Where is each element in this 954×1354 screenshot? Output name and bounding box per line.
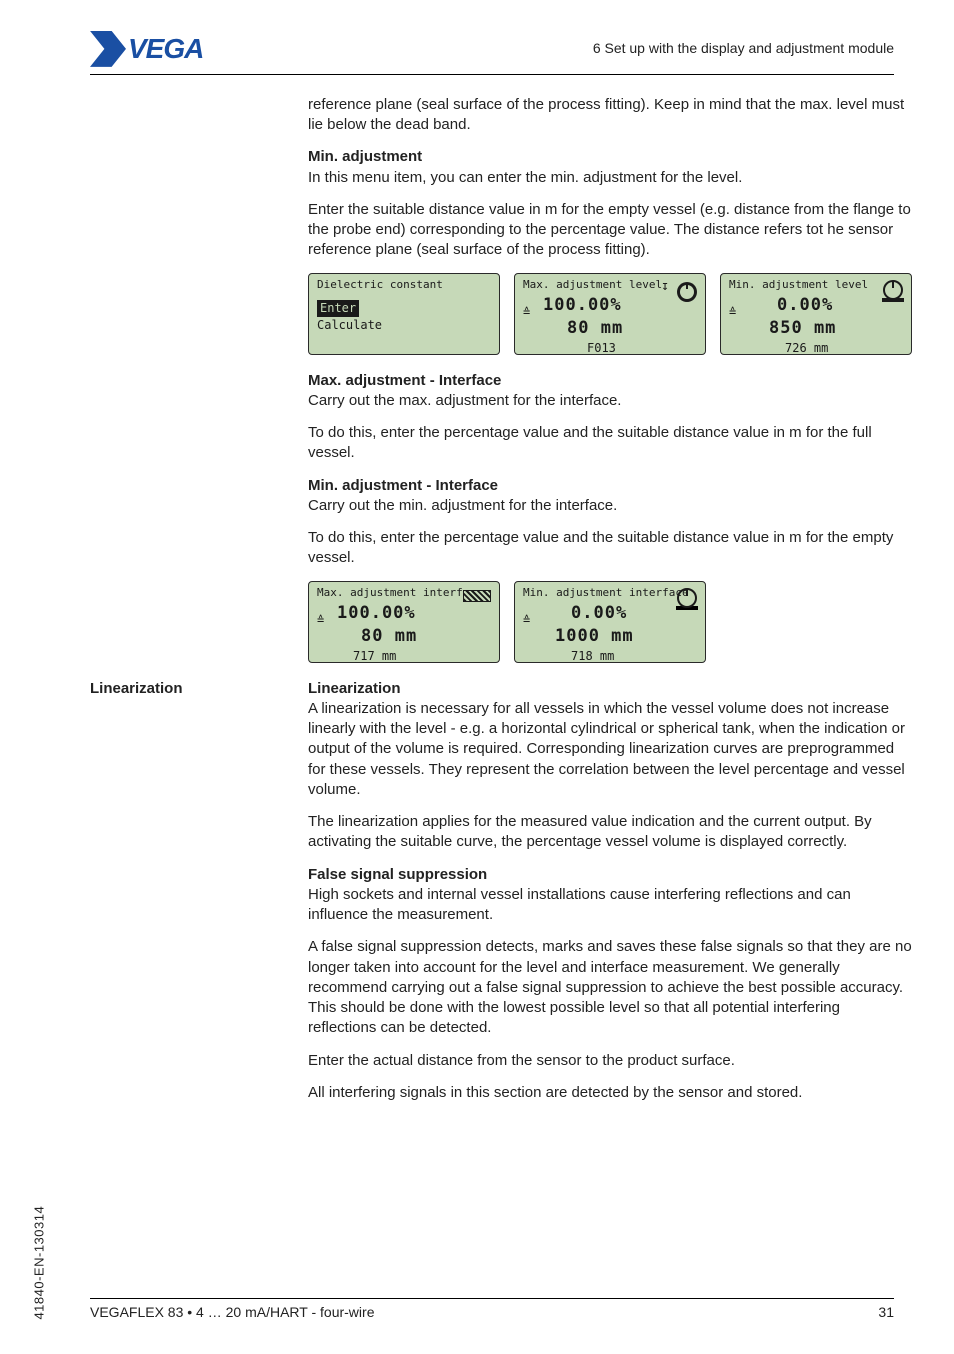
lcd-mm: 1000 mm (523, 625, 697, 648)
min-adj-p1: In this menu item, you can enter the min… (308, 168, 912, 188)
lcd-pct: 0.00% (729, 294, 903, 317)
logo: VEGA (90, 30, 203, 68)
lcd-min-level: Min. adjustment level ≙ 0.00% 850 mm 726… (720, 273, 912, 355)
approx-icon: ≙ (317, 612, 324, 628)
approx-icon: ≙ (729, 304, 736, 320)
page: VEGA 6 Set up with the display and adjus… (0, 0, 954, 1354)
knob-icon (675, 280, 699, 304)
max-if-head: Max. adjustment - Interface (308, 371, 912, 391)
min-if-head: Min. adjustment - Interface (308, 476, 912, 496)
lcd-enter: Enter (317, 300, 359, 316)
false-sig-p4: All interfering signals in this section … (308, 1083, 912, 1103)
content-grid: reference plane (seal surface of the pro… (90, 95, 894, 1115)
footer-left: VEGAFLEX 83 • 4 … 20 mA/HART - four-wire (90, 1303, 374, 1322)
min-if-p2: To do this, enter the percentage value a… (308, 528, 912, 569)
lcd-mm: 80 mm (523, 317, 697, 340)
doc-id-vertical: 41840-EN-130314 (30, 1206, 48, 1320)
knob-icon (881, 280, 905, 304)
logo-chevron-icon (90, 31, 126, 67)
linearization-p2: The linearization applies for the measur… (308, 812, 912, 853)
lcd-pct: 100.00% (523, 294, 697, 317)
lcd-row-1: Dielectric constant Enter Calculate Max.… (308, 273, 912, 355)
lcd-title: Min. adjustment level (729, 278, 903, 293)
lcd-sub: 718 mm (523, 648, 697, 664)
lcd-title: Max. adjustment level (523, 278, 697, 293)
lcd-max-interface: Max. adjustment interface ≙ 100.00% 80 m… (308, 581, 500, 663)
lcd-mm: 80 mm (317, 625, 491, 648)
approx-icon: ≙ (523, 304, 530, 320)
linearization-head: Linearization (308, 679, 912, 699)
linearization-p1: A linearization is necessary for all ves… (308, 699, 912, 800)
header: VEGA 6 Set up with the display and adjus… (90, 30, 894, 75)
lcd-sub: 726 mm (729, 340, 903, 356)
lcd-sub: 717 mm (317, 648, 491, 664)
arrow-down-icon: ↧ (661, 278, 669, 296)
false-sig-head: False signal suppression (308, 865, 912, 885)
hatched-icon (463, 590, 491, 602)
lcd-pct: 0.00% (523, 602, 697, 625)
max-if-p1: Carry out the max. adjustment for the in… (308, 391, 912, 411)
min-adj-p2: Enter the suitable distance value in m f… (308, 200, 912, 261)
footer-page-number: 31 (878, 1303, 894, 1322)
lcd-calculate: Calculate (317, 317, 491, 333)
false-sig-p3: Enter the actual distance from the senso… (308, 1051, 912, 1071)
logo-text: VEGA (128, 30, 203, 68)
lcd-max-level: Max. adjustment level ↧ ≙ 100.00% 80 mm … (514, 273, 706, 355)
lcd-code: F013 (523, 340, 697, 356)
lcd-min-interface: Min. adjustment interface ≙ 0.00% 1000 m… (514, 581, 706, 663)
lcd-dielectric: Dielectric constant Enter Calculate (308, 273, 500, 355)
knob-icon (675, 588, 699, 612)
footer: VEGAFLEX 83 • 4 … 20 mA/HART - four-wire… (90, 1298, 894, 1322)
lcd-title: Dielectric constant (317, 278, 491, 293)
linearization-left-label: Linearization (90, 679, 290, 699)
lcd-row-2: Max. adjustment interface ≙ 100.00% 80 m… (308, 581, 912, 663)
header-section-title: 6 Set up with the display and adjustment… (593, 39, 894, 58)
min-adj-head: Min. adjustment (308, 147, 912, 167)
lcd-mm: 850 mm (729, 317, 903, 340)
max-if-p2: To do this, enter the percentage value a… (308, 423, 912, 464)
intro-p1: reference plane (seal surface of the pro… (308, 95, 912, 136)
approx-icon: ≙ (523, 612, 530, 628)
min-if-p1: Carry out the min. adjustment for the in… (308, 496, 912, 516)
lcd-title: Min. adjustment interface (523, 586, 697, 601)
false-sig-p2: A false signal suppression detects, mark… (308, 937, 912, 1038)
false-sig-p1: High sockets and internal vessel install… (308, 885, 912, 926)
lcd-pct: 100.00% (317, 602, 491, 625)
